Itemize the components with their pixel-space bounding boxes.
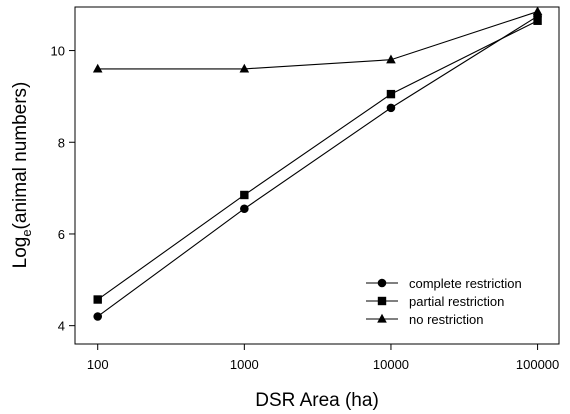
data-point-triangle bbox=[386, 54, 396, 64]
x-tick-label: 100 bbox=[87, 357, 109, 372]
data-point-square bbox=[93, 295, 102, 304]
y-tick-label: 6 bbox=[58, 227, 65, 242]
series-line-square bbox=[97, 20, 538, 300]
series-line-circle bbox=[97, 15, 538, 317]
legend-marker-triangle bbox=[377, 313, 387, 323]
data-point-triangle bbox=[92, 63, 103, 73]
x-tick-label: 1000 bbox=[230, 357, 259, 372]
y-axis-title: Loge(animal numbers) bbox=[10, 82, 34, 269]
data-point-square bbox=[386, 89, 396, 99]
y-tick-label: 4 bbox=[58, 319, 65, 334]
x-tick-label: 10000 bbox=[373, 357, 409, 372]
y-axis-title-base: Log bbox=[10, 237, 31, 269]
series-lines bbox=[97, 11, 538, 317]
data-point-triangle bbox=[239, 63, 250, 73]
y-axis-title-rest: (animal numbers) bbox=[10, 82, 31, 230]
legend-marker-square bbox=[377, 296, 387, 306]
data-point-square bbox=[533, 16, 542, 25]
x-axis-title: DSR Area (ha) bbox=[255, 390, 379, 411]
x-axis-ticks: 100 1000 10000 100000 bbox=[87, 344, 559, 372]
data-point-square bbox=[240, 190, 249, 200]
y-tick-label: 8 bbox=[58, 135, 65, 150]
series-line-triangle bbox=[97, 11, 538, 70]
y-axis-ticks: 4 6 8 10 bbox=[51, 44, 75, 334]
data-point-circle bbox=[386, 103, 396, 113]
legend-marker-circle bbox=[377, 278, 387, 288]
legend-label: no restriction bbox=[409, 312, 483, 327]
legend-label: complete restriction bbox=[409, 276, 522, 291]
data-point-circle bbox=[240, 204, 249, 214]
x-tick-label: 100000 bbox=[516, 357, 559, 372]
data-point-circle bbox=[93, 312, 103, 321]
legend: complete restriction partial restriction n… bbox=[366, 276, 522, 327]
plot-frame bbox=[74, 6, 560, 345]
y-axis-title-subscript: e bbox=[19, 229, 34, 236]
series-markers bbox=[92, 6, 543, 321]
data-point-triangle bbox=[532, 6, 543, 16]
legend-label: partial restriction bbox=[409, 294, 504, 309]
y-tick-label: 10 bbox=[51, 44, 65, 59]
